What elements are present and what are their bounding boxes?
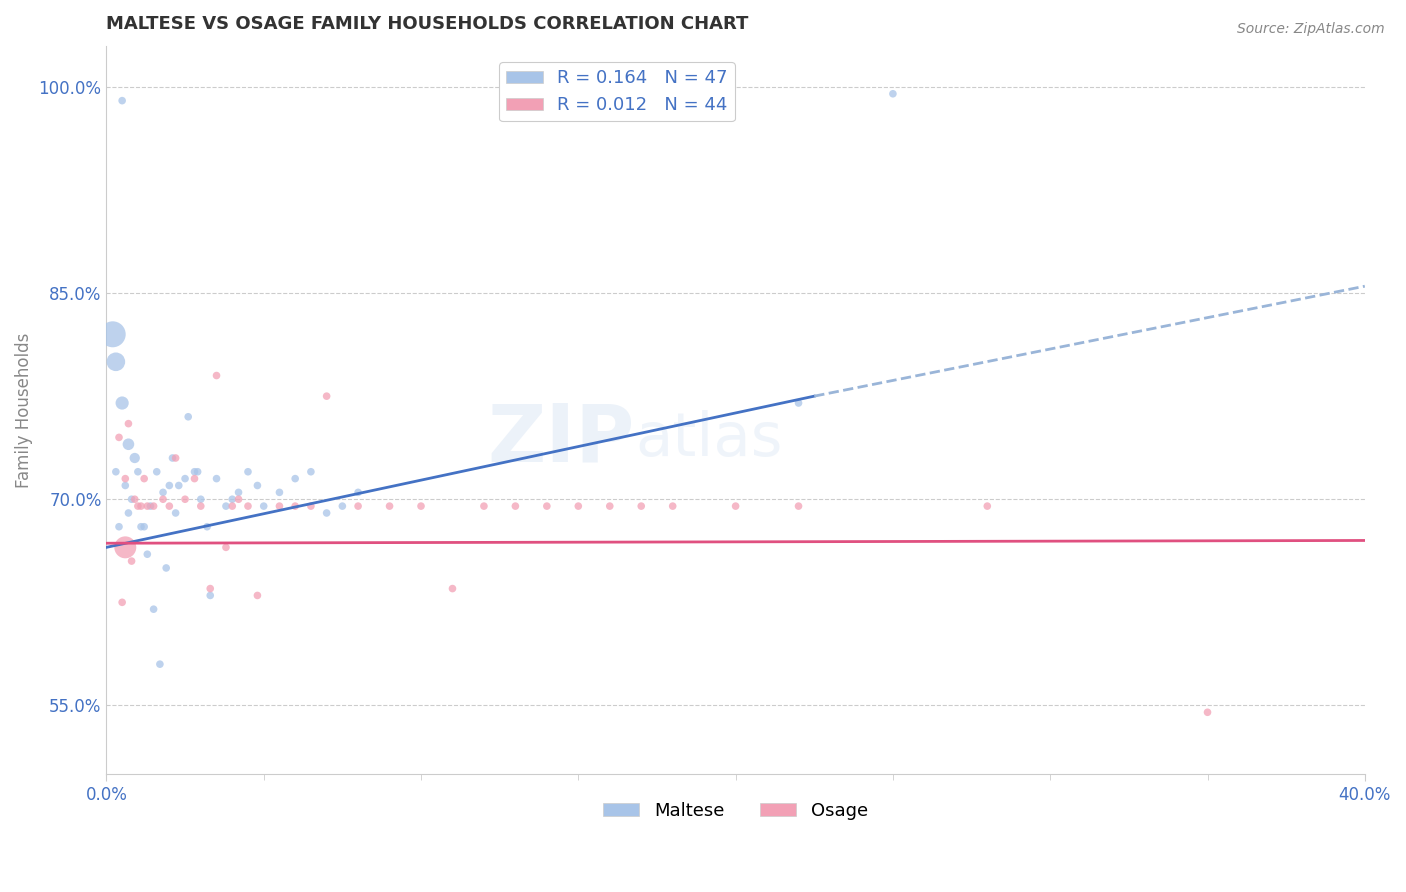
Point (183, 472, 205, 486)
Point (347, 499, 370, 513)
Point (787, 499, 810, 513)
Point (299, 465, 322, 479)
Point (269, 499, 291, 513)
Point (599, 499, 621, 513)
Point (976, 499, 998, 513)
Point (167, 478, 190, 492)
Text: ZIP: ZIP (488, 400, 636, 478)
Point (177, 409, 200, 424)
Point (114, 478, 136, 492)
Point (136, 499, 159, 513)
Point (882, 87, 904, 101)
Point (129, 519, 152, 533)
Point (111, 595, 134, 609)
Point (121, 554, 143, 568)
Point (104, 465, 127, 479)
Point (661, 499, 683, 513)
Point (246, 589, 269, 603)
Point (347, 485, 370, 500)
Point (183, 465, 205, 479)
Point (149, 657, 172, 672)
Point (228, 492, 250, 507)
Point (441, 582, 464, 596)
Point (108, 430, 131, 444)
Point (253, 499, 276, 513)
Point (284, 472, 307, 486)
Text: MALTESE VS OSAGE FAMILY HOUSEHOLDS CORRELATION CHART: MALTESE VS OSAGE FAMILY HOUSEHOLDS CORRE… (107, 15, 749, 33)
Point (195, 519, 218, 533)
Point (236, 465, 259, 479)
Point (630, 499, 652, 513)
Point (221, 499, 243, 513)
Point (136, 547, 159, 561)
Point (145, 465, 167, 479)
Point (284, 499, 307, 513)
Point (162, 450, 184, 465)
Text: atlas: atlas (636, 409, 783, 468)
Point (152, 485, 174, 500)
Point (114, 472, 136, 486)
Point (117, 437, 139, 451)
Point (142, 602, 165, 616)
Point (190, 492, 212, 507)
Point (117, 506, 139, 520)
Point (236, 499, 259, 513)
Point (215, 499, 238, 513)
Point (108, 519, 131, 533)
Point (124, 450, 146, 465)
Point (157, 499, 180, 513)
Point (127, 465, 149, 479)
Point (315, 389, 337, 403)
Point (472, 499, 495, 513)
Point (221, 492, 243, 507)
Point (332, 499, 354, 513)
Legend: Maltese, Osage: Maltese, Osage (596, 795, 875, 827)
Point (165, 450, 187, 465)
Point (134, 519, 156, 533)
Point (111, 396, 134, 410)
Point (155, 561, 177, 575)
Point (246, 478, 269, 492)
Point (152, 492, 174, 507)
Point (269, 485, 291, 500)
Point (200, 589, 222, 603)
Point (142, 499, 165, 513)
Point (1197, 706, 1219, 720)
Point (215, 541, 238, 555)
Point (117, 417, 139, 431)
Point (315, 506, 337, 520)
Point (124, 492, 146, 507)
Point (127, 499, 149, 513)
Point (114, 541, 136, 555)
Point (190, 499, 212, 513)
Point (129, 499, 152, 513)
Point (165, 506, 187, 520)
Point (536, 499, 558, 513)
Point (121, 492, 143, 507)
Point (299, 499, 322, 513)
Point (505, 499, 527, 513)
Point (187, 465, 209, 479)
Point (157, 478, 180, 492)
Y-axis label: Family Households: Family Households (15, 332, 32, 488)
Point (567, 499, 589, 513)
Point (228, 485, 250, 500)
Point (139, 499, 162, 513)
Point (104, 355, 127, 369)
Point (787, 396, 810, 410)
Point (134, 472, 156, 486)
Point (205, 368, 228, 383)
Point (111, 94, 134, 108)
Point (205, 472, 228, 486)
Point (200, 582, 222, 596)
Point (174, 492, 197, 507)
Point (378, 499, 401, 513)
Point (724, 499, 747, 513)
Point (101, 327, 124, 342)
Point (409, 499, 432, 513)
Point (174, 472, 197, 486)
Text: Source: ZipAtlas.com: Source: ZipAtlas.com (1237, 22, 1385, 37)
